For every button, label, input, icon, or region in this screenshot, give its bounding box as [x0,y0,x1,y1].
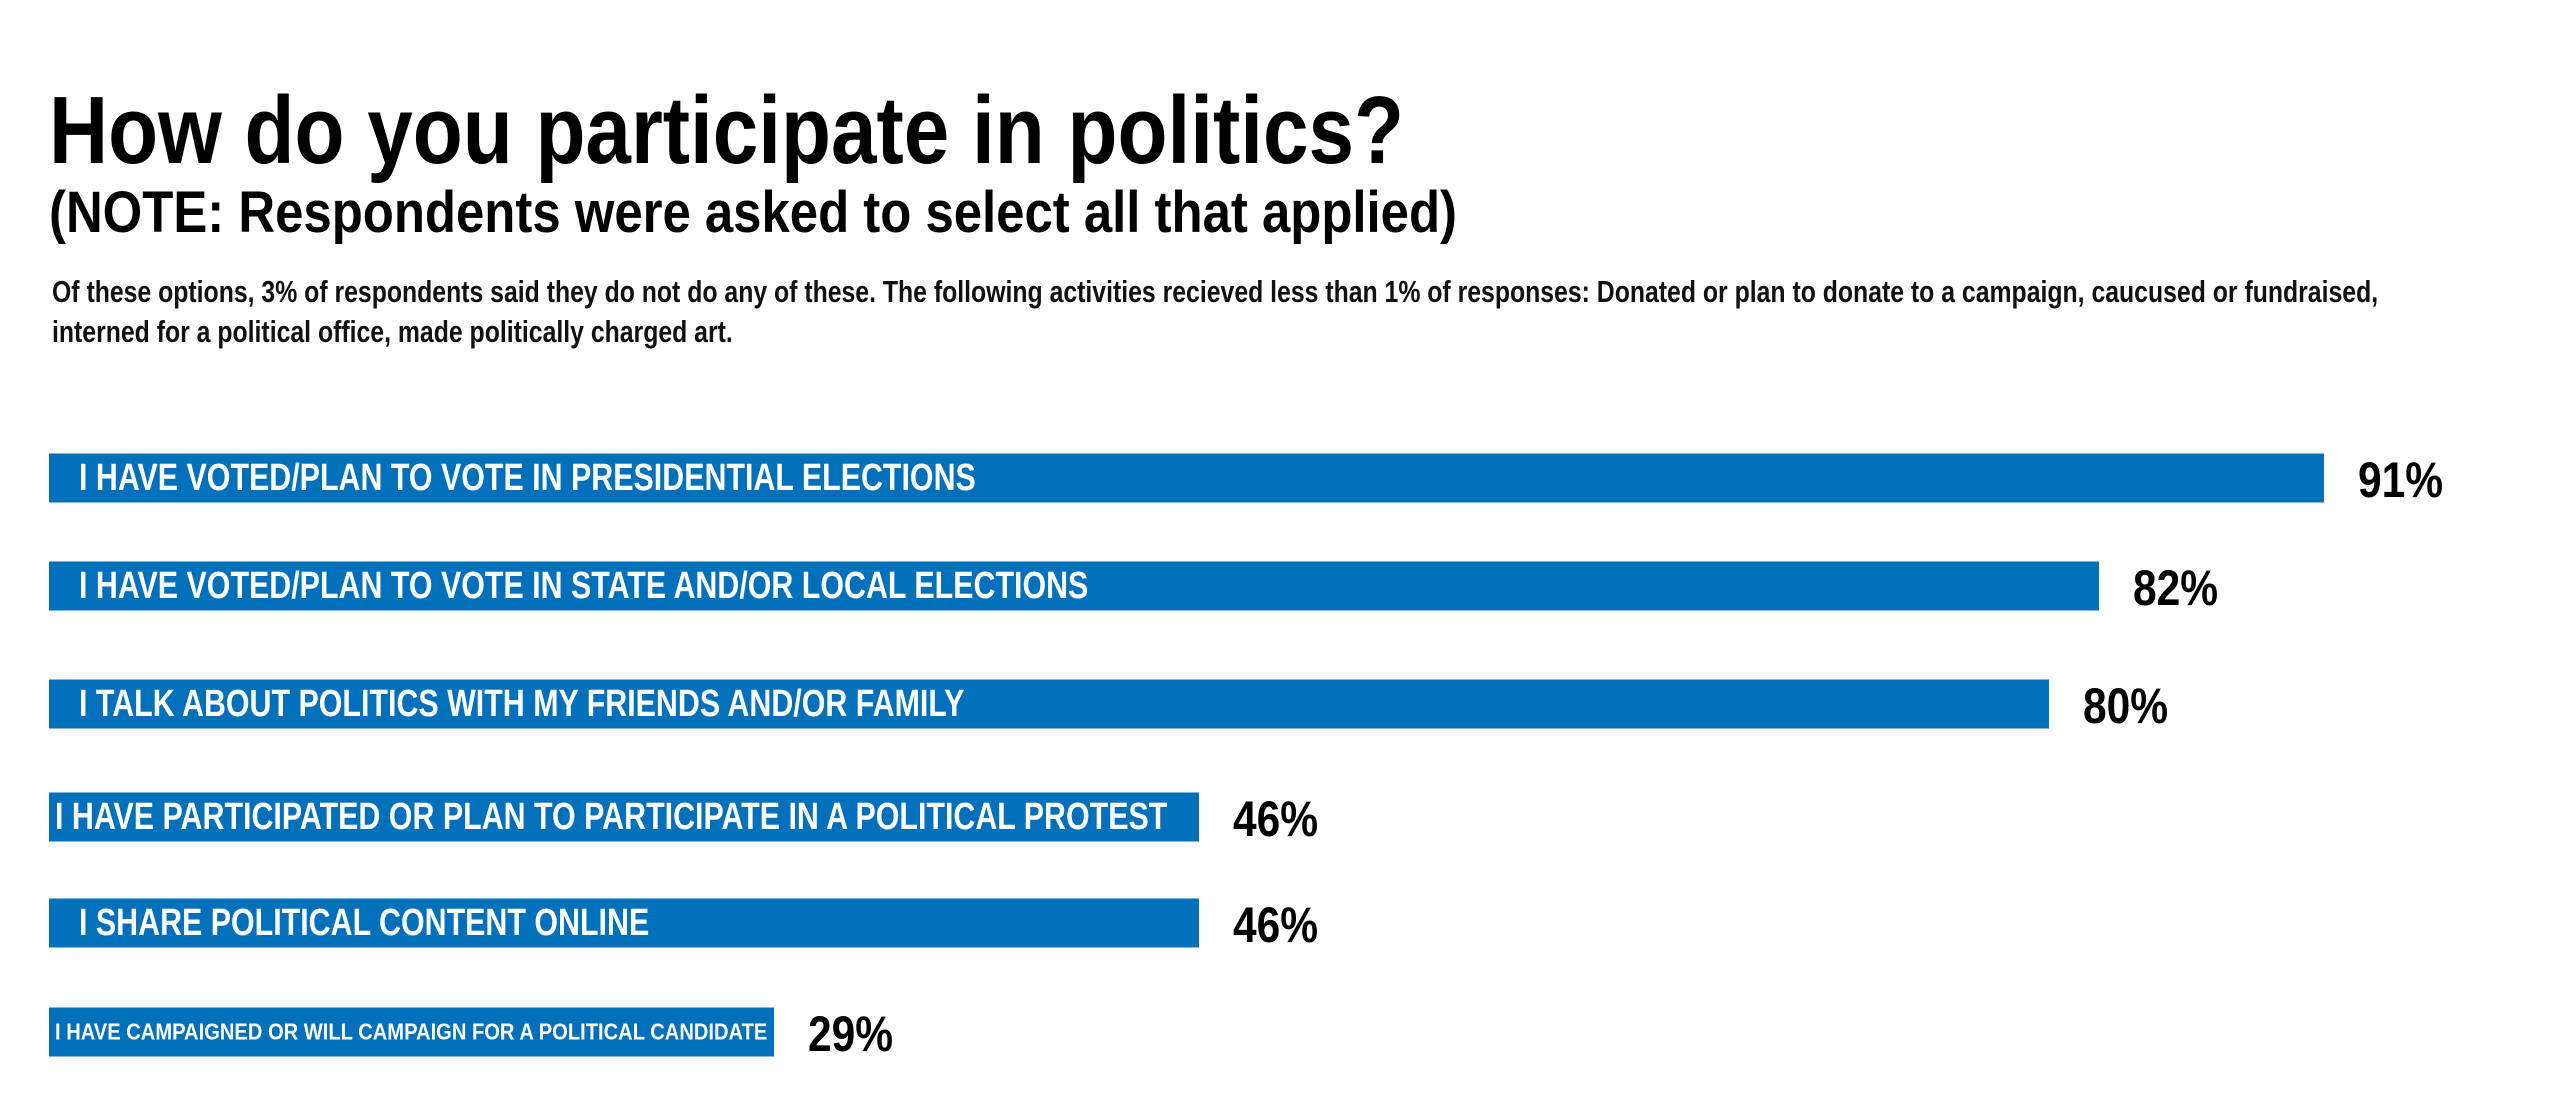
bar-label: I SHARE POLITICAL CONTENT ONLINE [79,902,649,944]
bar [49,898,1199,948]
bar [49,679,2049,729]
bar-label: I HAVE PARTICIPATED OR PLAN TO PARTICIPA… [55,796,1167,838]
bar [49,1007,774,1057]
value-label: 46% [1233,791,1318,847]
bar-label: I HAVE CAMPAIGNED OR WILL CAMPAIGN FOR A… [55,1019,767,1044]
bar [49,561,2099,611]
value-label: 82% [2133,560,2218,616]
chart-subtitle: (NOTE: Respondents were asked to select … [49,180,1457,245]
bar [49,792,1199,842]
value-label: 46% [1233,897,1318,953]
bar [49,453,2324,503]
chart-title: How do you participate in politics? [49,77,1404,184]
bar-label: I HAVE VOTED/PLAN TO VOTE IN PRESIDENTIA… [79,457,976,499]
value-label: 91% [2358,452,2443,508]
chart-note: Of these options, 3% of respondents said… [52,274,2379,349]
bar-label: I TALK ABOUT POLITICS WITH MY FRIENDS AN… [79,683,964,725]
value-label: 29% [808,1006,893,1062]
value-label: 80% [2083,678,2168,734]
bar-label: I HAVE VOTED/PLAN TO VOTE IN STATE AND/O… [79,565,1088,607]
